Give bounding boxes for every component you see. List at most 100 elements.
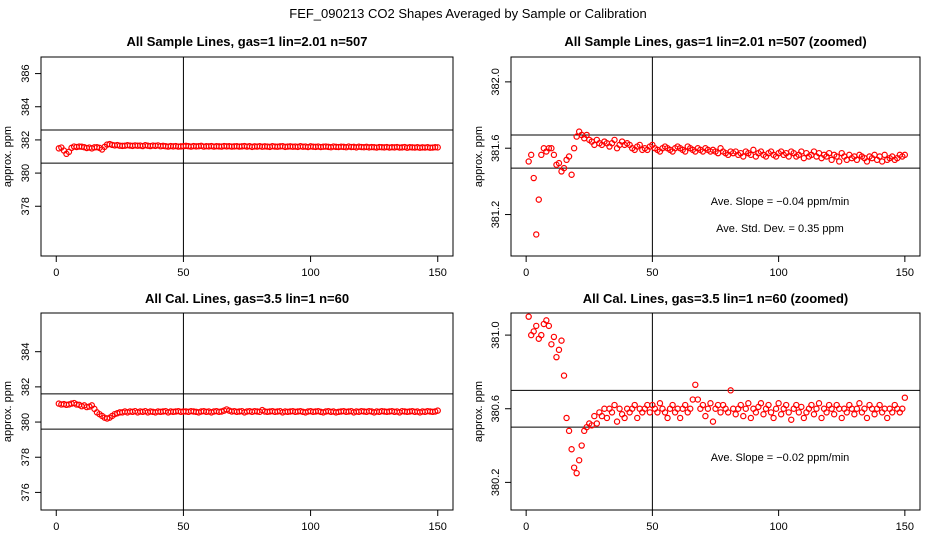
- data-point: [851, 411, 858, 418]
- data-point: [656, 400, 664, 407]
- data-point: [823, 409, 830, 416]
- y-tick-label: 380.6: [490, 395, 502, 423]
- data-point: [901, 151, 909, 159]
- data-point: [760, 411, 767, 418]
- data-point: [808, 401, 815, 409]
- data-point: [591, 412, 598, 420]
- data-point: [527, 151, 535, 159]
- data-point: [568, 446, 575, 453]
- data-point: [757, 400, 765, 407]
- x-tick-label: 100: [301, 267, 319, 279]
- data-point: [798, 403, 805, 411]
- y-tick-label: 380: [20, 413, 32, 431]
- data-point: [813, 405, 820, 412]
- data-point: [833, 153, 840, 160]
- x-tick-label: 150: [896, 521, 914, 533]
- data-point: [863, 158, 871, 165]
- data-point: [752, 409, 760, 416]
- data-point: [871, 411, 878, 418]
- data-point: [575, 457, 583, 464]
- data-point: [669, 401, 676, 409]
- y-axis-label: approx. ppm: [2, 126, 14, 187]
- plot-frame: [40, 312, 454, 511]
- panel-title: All Sample Lines, gas=1 lin=2.01 n=507: [127, 34, 368, 49]
- data-point: [553, 353, 560, 361]
- x-tick-label: 0: [53, 267, 59, 279]
- x-tick-label: 100: [769, 521, 787, 533]
- data-point: [788, 416, 795, 423]
- data-point: [687, 405, 694, 412]
- data-point: [740, 412, 747, 420]
- y-axis-label: approx. ppm: [473, 126, 485, 187]
- data-point: [702, 412, 709, 420]
- data-point: [664, 414, 671, 422]
- x-tick-label: 50: [177, 521, 189, 533]
- data-point: [785, 409, 792, 416]
- chart-panel-2: All Sample Lines, gas=1 lin=2.01 n=507 (…: [473, 34, 921, 279]
- y-axis-label: approx. ppm: [473, 381, 485, 442]
- data-point: [717, 409, 724, 416]
- data-point: [828, 405, 835, 412]
- y-tick-label: 376: [20, 483, 32, 501]
- data-point: [608, 409, 616, 416]
- data-point: [525, 158, 532, 165]
- data-point: [772, 405, 780, 412]
- y-tick-label: 382: [20, 378, 32, 396]
- data-point: [568, 171, 575, 178]
- data-point: [555, 159, 563, 167]
- data-point: [843, 409, 850, 416]
- data-point: [545, 145, 553, 152]
- data-point: [732, 411, 739, 418]
- chart-panel-1: All Sample Lines, gas=1 lin=2.01 n=507 0 5…: [2, 34, 454, 279]
- data-point: [565, 427, 573, 435]
- data-point: [737, 401, 744, 409]
- data-point: [863, 414, 871, 422]
- data-point: [724, 409, 732, 416]
- y-tick-label: 380: [20, 164, 32, 182]
- y-tick-label: 381.2: [490, 201, 502, 229]
- data-point: [550, 151, 558, 159]
- y-tick-label: 380.2: [490, 469, 502, 497]
- data-point: [742, 405, 749, 412]
- data-point: [694, 396, 702, 403]
- data-point: [727, 387, 734, 394]
- data-point: [434, 144, 441, 151]
- data-point: [611, 401, 618, 409]
- data-point: [745, 400, 752, 407]
- data-point: [565, 153, 573, 160]
- y-tick-label: 386: [20, 64, 32, 82]
- data-point: [729, 405, 737, 412]
- data-point: [775, 400, 782, 407]
- data-point: [535, 196, 542, 203]
- panel-title: All Cal. Lines, gas=3.5 lin=1 n=60: [145, 291, 349, 306]
- x-tick-label: 100: [769, 267, 787, 279]
- data-point: [530, 328, 537, 335]
- data-point: [889, 409, 896, 416]
- annotation: Ave. Std. Dev. = 0.35 ppm: [716, 223, 844, 235]
- data-point: [818, 414, 825, 422]
- data-point: [545, 322, 553, 330]
- data-point: [800, 414, 808, 422]
- data-point: [560, 372, 568, 379]
- data-point: [434, 407, 441, 414]
- data-point: [533, 322, 540, 330]
- data-point: [709, 418, 717, 425]
- data-point: [661, 409, 669, 416]
- data-point: [838, 414, 845, 422]
- x-tick-label: 150: [896, 267, 914, 279]
- data-point: [876, 401, 883, 409]
- data-point: [795, 409, 803, 416]
- data-point: [530, 174, 537, 182]
- data-point: [782, 401, 790, 409]
- data-point: [560, 164, 568, 172]
- data-point: [853, 405, 861, 412]
- data-point: [699, 401, 707, 409]
- data-point: [573, 469, 580, 477]
- y-tick-label: 384: [20, 343, 32, 361]
- data-point: [636, 141, 643, 149]
- data-point: [634, 414, 641, 422]
- chart-panel-3: All Cal. Lines, gas=3.5 lin=1 n=60 0 50 100…: [2, 291, 454, 533]
- data-point: [899, 405, 906, 412]
- data-point: [828, 156, 835, 164]
- x-tick-label: 0: [53, 521, 59, 533]
